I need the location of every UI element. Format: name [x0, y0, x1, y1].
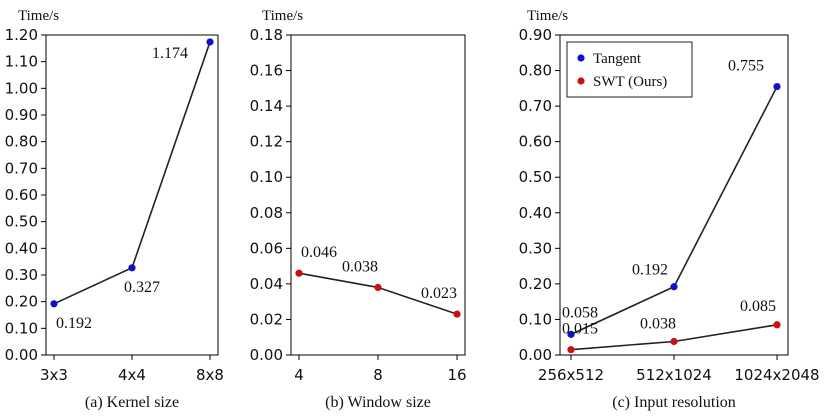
legend-label: Tangent [593, 51, 642, 67]
data-label: 0.038 [342, 258, 378, 275]
y-tick-label: 0.00 [5, 346, 38, 364]
data-label: 0.192 [56, 315, 92, 332]
y-tick-label: 0.10 [250, 168, 283, 186]
data-label: 0.015 [562, 321, 598, 338]
y-tick-label: 0.90 [519, 26, 552, 44]
y-tick-label: 0.06 [250, 239, 283, 257]
y-tick-label: 0.80 [5, 133, 38, 151]
y-tick-label: 0.40 [519, 204, 552, 222]
y-tick-label: 0.18 [250, 26, 283, 44]
y-tick-label: 0.90 [5, 106, 38, 124]
data-point [773, 82, 781, 91]
y-tick-label: 0.02 [250, 310, 283, 328]
y-tick-label: 0.10 [5, 319, 38, 337]
x-tick-label: 256x512 [538, 366, 604, 384]
x-tick-label: 1024x2048 [734, 366, 819, 384]
x-tick-label: 4x4 [118, 366, 146, 384]
panel-2: Time/s 0.00 0.02 0.04 0.06 0.08 0.10 0.12 0.14 0.… [250, 8, 467, 411]
panel-caption: (b) Window size [325, 394, 431, 411]
y-axis-label: Time/s [527, 8, 568, 24]
data-point [295, 269, 303, 277]
y-tick-label: 0.10 [519, 310, 552, 328]
data-point [374, 283, 382, 292]
x-tick-label: 8 [373, 366, 383, 384]
data-point [206, 38, 214, 46]
data-label: 0.046 [301, 244, 337, 261]
y-tick-label: 0.30 [519, 239, 552, 257]
y-tick-label: 0.30 [5, 266, 38, 284]
data-label: 0.058 [562, 304, 598, 321]
y-tick-label: 0.50 [519, 168, 552, 186]
data-point [567, 346, 575, 354]
plot-frame [290, 34, 466, 356]
y-tick-label: 1.10 [5, 53, 38, 71]
data-point [670, 283, 678, 291]
data-point [670, 337, 678, 346]
panel-3: Time/s 0.00 0.10 0.20 0.30 0.40 0.50 0.60 0.70 0.… [519, 8, 820, 411]
legend-marker [577, 77, 585, 85]
data-point [50, 300, 58, 308]
panel-caption: (a) Kernel size [85, 394, 179, 411]
x-tick-label: 3x3 [40, 366, 68, 384]
y-axis-label: Time/s [18, 8, 59, 24]
legend-marker [577, 54, 585, 62]
y-tick-label: 0.14 [250, 97, 283, 115]
y-tick-label: 0.16 [250, 62, 283, 80]
y-tick-label: 0.20 [5, 293, 38, 311]
data-label: 0.192 [632, 262, 668, 279]
y-tick-label: 0.70 [5, 159, 38, 177]
y-tick-label: 0.00 [250, 346, 283, 364]
panel-caption: (c) Input resolution [612, 394, 736, 411]
y-tick-label: 1.00 [5, 79, 38, 97]
y-tick-label: 0.04 [250, 275, 283, 293]
plot-frame [45, 34, 219, 356]
x-tick-label: 8x8 [196, 366, 224, 384]
data-label: 0.023 [421, 285, 457, 302]
legend-box [566, 41, 693, 98]
x-tick-label: 4 [294, 366, 304, 384]
y-tick-label: 0.60 [519, 133, 552, 151]
x-tick-label: 512x1024 [636, 366, 712, 384]
data-label: 1.174 [152, 45, 188, 62]
legend-label: SWT (Ours) [593, 74, 667, 90]
data-label: 0.755 [728, 58, 764, 75]
y-tick-label: 1.20 [5, 26, 38, 44]
y-tick-label: 0.40 [5, 239, 38, 257]
y-tick-label: 0.12 [250, 133, 283, 151]
y-tick-label: 0.60 [5, 186, 38, 204]
x-tick-label: 16 [447, 366, 466, 384]
y-tick-label: 0.70 [519, 97, 552, 115]
data-label: 0.085 [740, 298, 776, 315]
data-point [773, 321, 781, 329]
y-tick-label: 0.80 [519, 62, 552, 80]
panel-1: Time/s 0.00 0.10 0.20 0.30 0.40 0.50 0.60 0.70 0.… [5, 8, 224, 411]
data-label: 0.038 [640, 315, 676, 332]
data-point [453, 310, 461, 318]
y-axis-label: Time/s [262, 8, 303, 24]
y-tick-label: 0.50 [5, 213, 38, 231]
y-tick-label: 0.20 [519, 275, 552, 293]
data-label: 0.327 [124, 279, 160, 296]
data-point [128, 264, 136, 272]
data-point [567, 330, 575, 338]
y-tick-label: 0.08 [250, 204, 283, 222]
y-tick-label: 0.00 [519, 346, 552, 364]
